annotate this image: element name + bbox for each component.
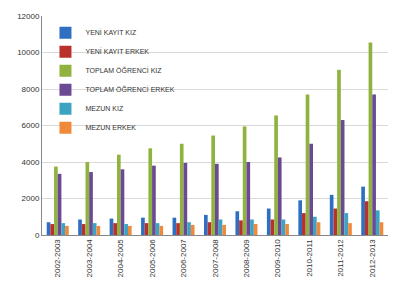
svg-text:2012-2013: 2012-2013 <box>368 239 377 278</box>
svg-text:TOPLAM ÖĞRENCİ KIZ: TOPLAM ÖĞRENCİ KIZ <box>85 66 162 74</box>
svg-text:TOPLAM ÖĞRENCİ ERKEK: TOPLAM ÖĞRENCİ ERKEK <box>85 85 174 93</box>
svg-text:MEZUN ERKEK: MEZUN ERKEK <box>85 124 136 131</box>
svg-text:6000: 6000 <box>22 121 40 130</box>
svg-text:4000: 4000 <box>22 158 40 167</box>
svg-text:2005-2006: 2005-2006 <box>148 239 157 278</box>
svg-text:YENİ KAYIT ERKEK: YENİ KAYIT ERKEK <box>85 47 149 55</box>
svg-text:YENİ KAYIT KIZ: YENİ KAYIT KIZ <box>85 28 136 36</box>
svg-text:2000: 2000 <box>22 194 40 203</box>
svg-text:2010-2011: 2010-2011 <box>305 239 314 277</box>
svg-text:10000: 10000 <box>17 48 40 57</box>
svg-text:0: 0 <box>35 231 40 240</box>
svg-text:2002-2003: 2002-2003 <box>53 239 62 278</box>
svg-text:MEZUN KIZ: MEZUN KIZ <box>85 105 123 112</box>
svg-text:2006-2007: 2006-2007 <box>179 239 188 278</box>
svg-text:2003-2004: 2003-2004 <box>85 239 94 278</box>
svg-text:2011-2012: 2011-2012 <box>336 239 345 277</box>
svg-text:2008-2009: 2008-2009 <box>242 239 251 278</box>
svg-text:8000: 8000 <box>22 85 40 94</box>
svg-text:2009-2010: 2009-2010 <box>274 239 283 278</box>
svg-text:12000: 12000 <box>17 12 40 21</box>
svg-text:2004-2005: 2004-2005 <box>116 239 125 278</box>
svg-text:2007-2008: 2007-2008 <box>211 239 220 278</box>
